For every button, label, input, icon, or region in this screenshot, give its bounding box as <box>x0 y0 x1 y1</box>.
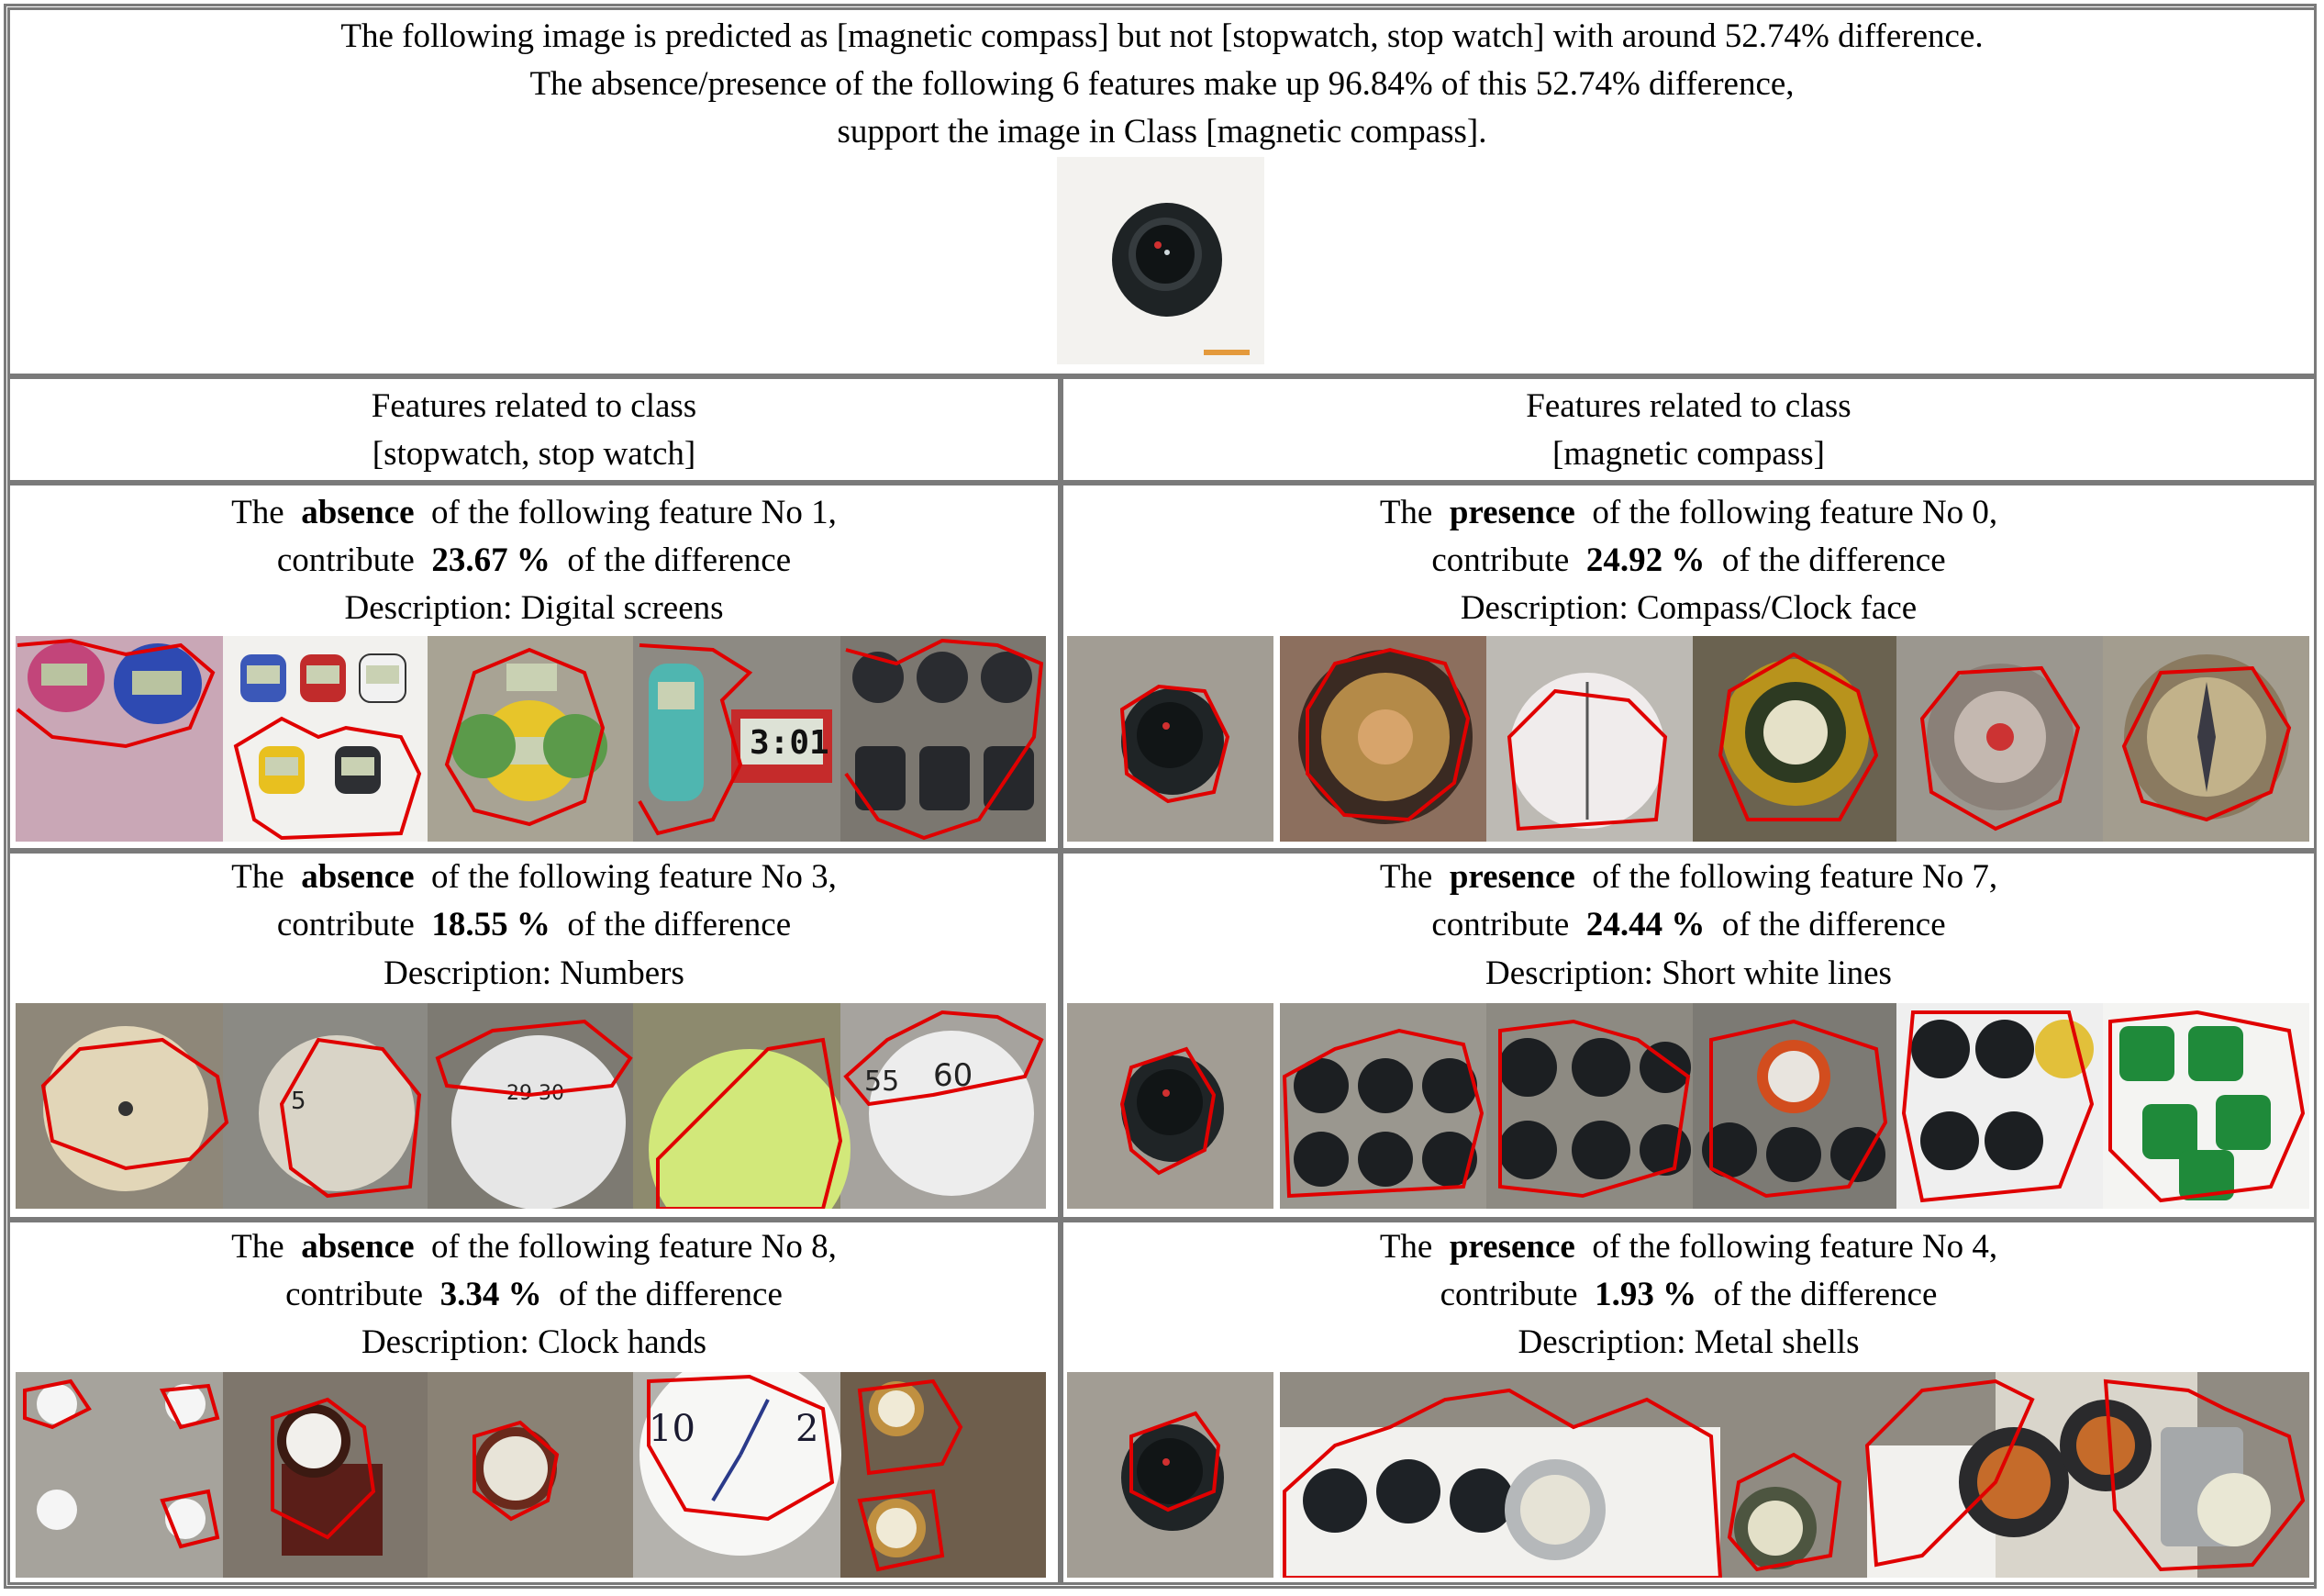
feature-line-2: contribute 24.44 % of the difference <box>1431 906 1946 943</box>
feature-number: 4 <box>1972 1228 1989 1266</box>
example-strip-right-3 <box>1280 1372 2309 1578</box>
compass-crop <box>1067 636 1273 842</box>
feature-line-1: The absence of the following feature No … <box>231 494 837 531</box>
example-strip-right-2 <box>1280 1003 2309 1209</box>
column-header-right-line-1: Features related to class <box>1526 387 1851 425</box>
feature-percent: 23.67 % <box>431 541 550 579</box>
white-lines-examples <box>1280 1003 2309 1209</box>
example-strip-left-3: 10 2 <box>16 1372 1046 1578</box>
example-strip-left-2: 5 29 30 60 55 <box>16 1003 1046 1209</box>
header-line-1: The following image is predicted as [mag… <box>340 17 1984 55</box>
feature-description: Numbers <box>560 954 684 992</box>
feature-number: 1 <box>811 494 828 531</box>
compass-face-examples <box>1280 636 2309 842</box>
feature-number: 0 <box>1972 494 1989 531</box>
compass-crop <box>1067 1372 1273 1578</box>
feature-percent: 24.44 % <box>1585 906 1706 943</box>
feature-description: Metal shells <box>1694 1323 1860 1361</box>
feature-number: 7 <box>1972 858 1989 896</box>
column-header-left: Features related to class [stopwatch, st… <box>7 376 1061 483</box>
feature-line-1: The presence of the following feature No… <box>1379 1228 1998 1266</box>
query-image <box>1057 157 1264 364</box>
feature-number: 3 <box>811 858 828 896</box>
svg-text:2: 2 <box>795 1408 818 1450</box>
example-strip-right-1 <box>1280 636 2309 842</box>
feature-line-1: The absence of the following feature No … <box>231 1228 837 1266</box>
feature-kind: presence <box>1449 858 1575 896</box>
feature-line-1: The absence of the following feature No … <box>231 858 837 896</box>
compass-photo <box>1057 157 1264 364</box>
feature-kind: absence <box>301 494 415 531</box>
feature-line-2: contribute 23.67 % of the difference <box>276 541 792 579</box>
metal-shell-examples <box>1280 1372 2309 1578</box>
column-header-left-line-1: Features related to class <box>371 387 697 425</box>
query-crop-right-3 <box>1067 1372 1273 1578</box>
column-header-right: Features related to class [magnetic comp… <box>1061 376 2317 483</box>
feature-line-2: contribute 18.55 % of the difference <box>276 906 792 943</box>
feature-line-3: Description: Clock hands <box>361 1323 707 1361</box>
example-strip-left-1: 3:01 <box>16 636 1046 842</box>
feature-kind: presence <box>1449 1228 1575 1266</box>
header-line-3: support the image in Class [magnetic com… <box>837 113 1487 151</box>
svg-text:10: 10 <box>649 1408 695 1450</box>
feature-description: Short white lines <box>1662 954 1892 992</box>
feature-line-2: contribute 1.93 % of the difference <box>1440 1276 1938 1313</box>
feature-percent: 18.55 % <box>431 906 550 943</box>
feature-line-3: Description: Metal shells <box>1518 1323 1860 1361</box>
stopwatch-numbers-examples: 5 29 30 60 55 <box>16 1003 1046 1209</box>
feature-line-3: Description: Compass/Clock face <box>1460 589 1918 627</box>
query-crop-right-2 <box>1067 1003 1273 1209</box>
feature-line-3: Description: Digital screens <box>344 589 724 627</box>
feature-kind: absence <box>301 858 415 896</box>
feature-line-2: contribute 3.34 % of the difference <box>285 1276 783 1313</box>
feature-line-3: Description: Numbers <box>384 954 684 992</box>
header-line-2: The absence/presence of the following 6 … <box>529 65 1795 103</box>
feature-description: Clock hands <box>538 1323 707 1361</box>
svg-text:5: 5 <box>291 1088 306 1115</box>
svg-text:3:01: 3:01 <box>750 724 829 762</box>
compass-crop <box>1067 1003 1273 1209</box>
feature-kind: presence <box>1449 494 1575 531</box>
column-header-right-line-2: [magnetic compass] <box>1552 435 1825 473</box>
clock-hands-examples: 10 2 <box>16 1372 1046 1578</box>
svg-text:55: 55 <box>864 1066 899 1098</box>
query-crop-right-1 <box>1067 636 1273 842</box>
feature-percent: 3.34 % <box>439 1276 542 1313</box>
column-header-left-line-2: [stopwatch, stop watch] <box>372 435 696 473</box>
feature-description: Digital screens <box>520 589 724 627</box>
feature-line-2: contribute 24.92 % of the difference <box>1431 541 1946 579</box>
feature-percent: 1.93 % <box>1595 1276 1697 1313</box>
feature-kind: absence <box>301 1228 415 1266</box>
feature-line-1: The presence of the following feature No… <box>1379 494 1998 531</box>
feature-description: Compass/Clock face <box>1636 589 1918 627</box>
feature-percent: 24.92 % <box>1585 541 1706 579</box>
feature-line-3: Description: Short white lines <box>1485 954 1892 992</box>
feature-line-1: The presence of the following feature No… <box>1379 858 1998 896</box>
feature-number: 8 <box>811 1228 828 1266</box>
digital-stopwatch-examples: 3:01 <box>16 636 1046 842</box>
